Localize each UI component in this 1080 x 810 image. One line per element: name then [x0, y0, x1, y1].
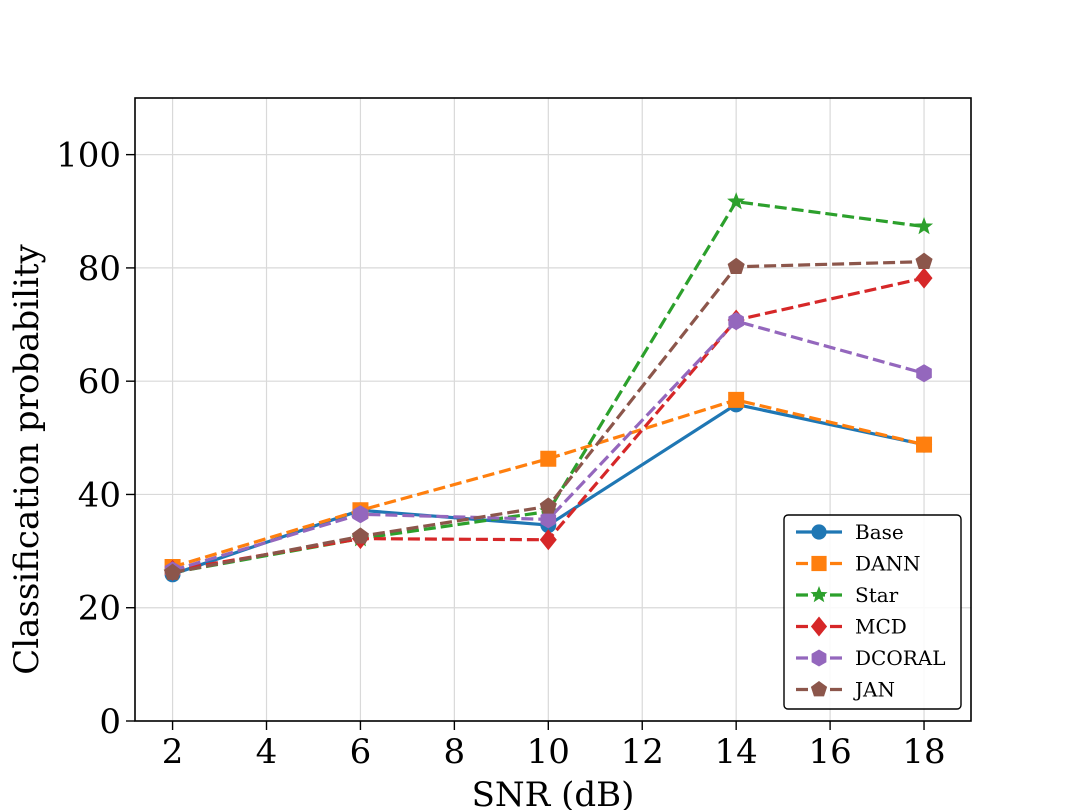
- legend-marker: [811, 555, 827, 572]
- x-tick-label: 14: [715, 732, 758, 772]
- legend-item-base: Base: [796, 520, 904, 544]
- data-point-jan: [539, 497, 557, 514]
- y-tick-label: 60: [78, 362, 121, 402]
- x-tick-label: 18: [902, 732, 945, 772]
- legend-item-dcoral: DCORAL: [796, 646, 946, 670]
- data-point-dcoral: [728, 312, 744, 331]
- data-point-dcoral: [540, 510, 557, 529]
- legend-marker: [810, 680, 828, 697]
- data-point-mcd: [539, 529, 557, 551]
- data-point-dcoral: [352, 505, 369, 524]
- legend-marker: [811, 649, 827, 667]
- legend-label: Star: [855, 583, 899, 607]
- series-dcoral: [164, 312, 932, 580]
- x-tick-label: 16: [808, 732, 851, 772]
- legend-box: [783, 514, 962, 710]
- x-tick-label: 10: [527, 732, 570, 772]
- ticks: 2 4 6 8 10 12 14 16 18 0 20 40 60 80 100: [56, 136, 946, 772]
- y-tick-label: 100: [56, 136, 121, 176]
- data-point-jan: [727, 257, 745, 275]
- series-jan: [164, 252, 933, 580]
- legend-label: Base: [855, 520, 904, 544]
- data-point-dann: [540, 450, 557, 467]
- legend-marker: [811, 524, 827, 540]
- x-tick-label: 4: [256, 732, 278, 772]
- legend-label: DANN: [855, 552, 920, 576]
- legend-item-mcd: MCD: [796, 615, 907, 639]
- data-point-mcd: [915, 267, 933, 289]
- data-point-star: [727, 192, 746, 210]
- legend-label: JAN: [853, 678, 895, 702]
- legend-marker: [810, 616, 828, 637]
- data-point-dann: [916, 436, 933, 453]
- data-point-jan: [164, 563, 182, 580]
- legend: Base DANN Star MCD DCORAL JAN: [783, 514, 962, 710]
- series-layer: [163, 192, 934, 583]
- y-tick-label: 80: [78, 249, 121, 289]
- x-tick-label: 6: [350, 732, 372, 772]
- legend-item-dann: DANN: [796, 552, 920, 576]
- legend-item-star: Star: [796, 583, 899, 607]
- legend-item-jan: JAN: [796, 678, 895, 702]
- x-tick-label: 8: [444, 732, 466, 772]
- data-point-jan: [915, 252, 933, 269]
- y-tick-label: 20: [78, 589, 121, 629]
- y-tick-label: 0: [99, 702, 121, 742]
- x-axis-title: SNR (dB): [472, 775, 635, 810]
- data-point-dcoral: [916, 364, 932, 383]
- y-axis-title: Classification probability: [7, 244, 47, 675]
- data-point-dann: [728, 391, 745, 408]
- legend-label: MCD: [855, 615, 907, 639]
- x-tick-label: 12: [621, 732, 664, 772]
- legend-label: DCORAL: [855, 646, 946, 670]
- data-point-star: [915, 217, 934, 235]
- plot-frame: [134, 97, 972, 722]
- y-tick-label: 40: [78, 475, 121, 515]
- x-tick-label: 2: [162, 732, 184, 772]
- data-point-jan: [351, 527, 369, 544]
- legend-marker: [810, 585, 828, 603]
